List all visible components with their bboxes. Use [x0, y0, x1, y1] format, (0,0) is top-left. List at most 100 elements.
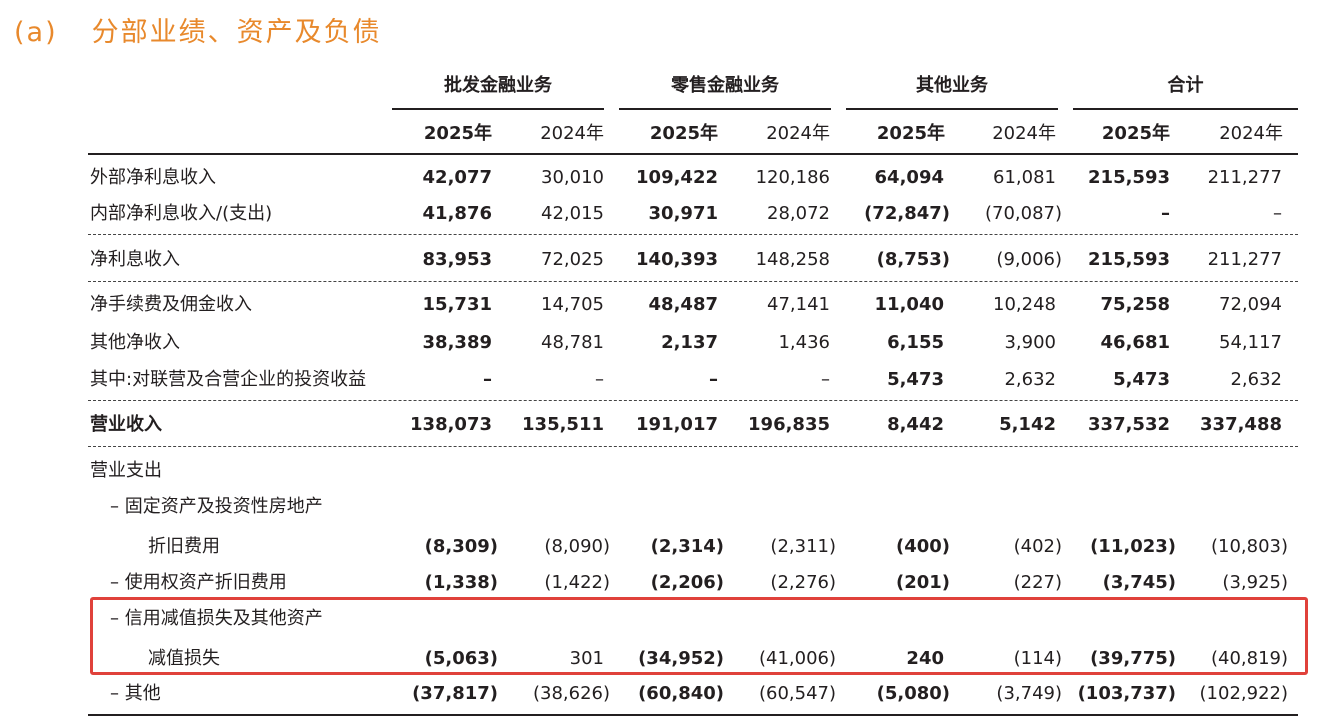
table-cell: (3,925)	[1222, 572, 1288, 593]
row-label: 折旧费用	[148, 536, 220, 557]
row-label: 净手续费及佣金收入	[90, 294, 252, 315]
divider	[88, 281, 1298, 282]
row-label: – 固定资产及投资性房地产	[110, 496, 323, 517]
table-cell: 140,393	[636, 249, 718, 270]
table-cell: 5,473	[1113, 369, 1170, 390]
table-cell: 41,876	[422, 203, 492, 224]
table-cell: 42,015	[541, 203, 604, 224]
table-cell: (41,006)	[758, 648, 836, 669]
table-cell: 61,081	[993, 167, 1056, 188]
table-cell: 47,141	[767, 294, 830, 315]
table-cell: (9,006)	[996, 249, 1062, 270]
table-cell: 337,532	[1088, 414, 1170, 435]
year-header: 2024年	[766, 123, 830, 144]
table-cell: –	[483, 369, 492, 390]
table-cell: (60,840)	[638, 683, 724, 704]
table-row: 外部净利息收入 42,077 30,010 109,422 120,186 64,094 6…	[0, 164, 1334, 194]
table-row: 其中:对联营及合营企业的投资收益 – – – – 5,473 2,632 5,473 2,632	[0, 366, 1334, 396]
table-cell: 215,593	[1088, 249, 1170, 270]
table-cell: (102,922)	[1199, 683, 1288, 704]
divider	[88, 234, 1298, 235]
table-row: 净手续费及佣金收入 15,731 14,705 48,487 47,141 11,040 1…	[0, 291, 1334, 321]
group-header-total: 合计	[1073, 74, 1298, 110]
table-cell: (39,775)	[1090, 648, 1176, 669]
row-label: 其他净收入	[90, 332, 180, 353]
table-cell: (1,422)	[544, 572, 610, 593]
table-cell: (2,276)	[770, 572, 836, 593]
table-cell: 3,900	[1004, 332, 1056, 353]
table-cell: –	[595, 369, 604, 390]
table-cell: 2,632	[1004, 369, 1056, 390]
table-cell: 30,010	[541, 167, 604, 188]
table-row: 营业支出	[0, 457, 1334, 487]
table-cell: 28,072	[767, 203, 830, 224]
table-cell: 38,389	[422, 332, 492, 353]
table-cell: –	[1161, 203, 1170, 224]
table-cell: (40,819)	[1210, 648, 1288, 669]
table-cell: 48,781	[541, 332, 604, 353]
table-cell: (3,745)	[1102, 572, 1176, 593]
table-cell: 135,511	[522, 414, 604, 435]
table-cell: 120,186	[755, 167, 830, 188]
table-cell: 6,155	[887, 332, 944, 353]
row-label: 营业收入	[90, 414, 162, 435]
section-title: (a) 分部业绩、资产及负债	[14, 10, 382, 49]
table-cell: (227)	[1013, 572, 1062, 593]
table-cell: 2,137	[661, 332, 718, 353]
table-row: – 其他 (37,817) (38,626) (60,840) (60,547) (5,0…	[0, 680, 1334, 710]
table-row: 净利息收入 83,953 72,025 140,393 148,258 (8,753) (9…	[0, 246, 1334, 276]
table-cell: (5,063)	[424, 648, 498, 669]
table-cell: (10,803)	[1210, 536, 1288, 557]
table-cell: 11,040	[874, 294, 944, 315]
group-header-label: 批发金融业务	[444, 75, 552, 96]
table-cell: 83,953	[422, 249, 492, 270]
year-header: 2025年	[423, 123, 492, 144]
table-cell: 14,705	[541, 294, 604, 315]
divider	[88, 400, 1298, 401]
table-cell: 215,593	[1088, 167, 1170, 188]
table-cell: (3,749)	[996, 683, 1062, 704]
table-cell: (8,309)	[424, 536, 498, 557]
table-cell: (37,817)	[412, 683, 498, 704]
table-cell: (201)	[895, 572, 950, 593]
table-cell: 191,017	[636, 414, 718, 435]
section-title-text: 分部业绩、资产及负债	[91, 17, 382, 48]
bottom-rule	[88, 714, 1298, 716]
table-row: 折旧费用 (8,309) (8,090) (2,314) (2,311) (400) (40…	[0, 533, 1334, 563]
year-header: 2024年	[540, 123, 604, 144]
table-row: 营业收入 138,073 135,511 191,017 196,835 8,442 5,1…	[0, 411, 1334, 441]
table-cell: 211,277	[1207, 167, 1282, 188]
table-cell: (1,338)	[424, 572, 498, 593]
table-cell: 240	[906, 648, 944, 669]
row-label: – 信用减值损失及其他资产	[110, 608, 323, 629]
table-cell: 196,835	[748, 414, 830, 435]
table-cell: (72,847)	[864, 203, 950, 224]
table-cell: (103,737)	[1077, 683, 1176, 704]
year-header: 2025年	[649, 123, 718, 144]
table-cell: (34,952)	[638, 648, 724, 669]
table-cell: 5,473	[887, 369, 944, 390]
table-cell: (60,547)	[758, 683, 836, 704]
table-cell: (8,090)	[544, 536, 610, 557]
highlight-box	[90, 597, 1308, 675]
table-cell: –	[821, 369, 830, 390]
table-cell: 54,117	[1219, 332, 1282, 353]
table-cell: (11,023)	[1090, 536, 1176, 557]
table-cell: 211,277	[1207, 249, 1282, 270]
table-cell: 2,632	[1230, 369, 1282, 390]
row-label: – 使用权资产折旧费用	[110, 572, 287, 593]
row-label: 减值损失	[148, 648, 220, 669]
table-cell: 8,442	[887, 414, 944, 435]
table-cell: (5,080)	[876, 683, 950, 704]
table-cell: 42,077	[422, 167, 492, 188]
table-cell: (38,626)	[532, 683, 610, 704]
table-cell: (2,314)	[650, 536, 724, 557]
year-header: 2024年	[992, 123, 1056, 144]
row-label: 营业支出	[90, 460, 162, 481]
group-header-label: 其他业务	[916, 75, 988, 96]
table-row: – 固定资产及投资性房地产	[0, 493, 1334, 523]
table-row: 减值损失 (5,063) 301 (34,952) (41,006) 240 (114) (3…	[0, 645, 1334, 675]
table-row: – 信用减值损失及其他资产	[0, 605, 1334, 635]
row-label: 内部净利息收入/(支出)	[90, 203, 273, 224]
table-cell: 72,094	[1219, 294, 1282, 315]
